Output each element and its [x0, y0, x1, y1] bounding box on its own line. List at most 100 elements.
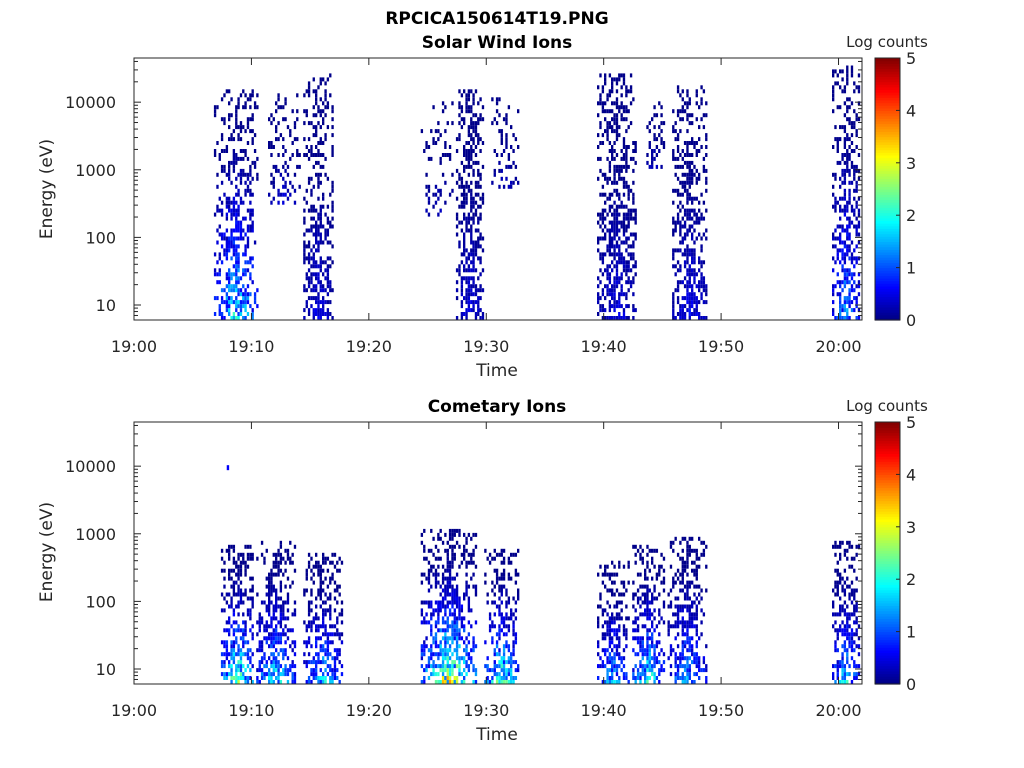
- heatmap-cell: [601, 212, 605, 217]
- heatmap-cell: [611, 636, 614, 641]
- plot-frame: [133, 421, 863, 685]
- heatmap-cell: [333, 624, 337, 629]
- heatmap-cell: [474, 160, 478, 165]
- heatmap-cell: [463, 196, 466, 201]
- heatmap-cell: [223, 232, 226, 237]
- heatmap-cell: [465, 664, 468, 669]
- heatmap-cell: [470, 288, 473, 293]
- heatmap-cell: [653, 628, 656, 633]
- heatmap-cell: [686, 548, 689, 553]
- heatmap-cell: [611, 560, 614, 565]
- heatmap-cell: [674, 137, 677, 142]
- heatmap-cell: [646, 125, 649, 130]
- heatmap-cell: [853, 196, 856, 201]
- heatmap-cell: [232, 640, 236, 645]
- heatmap-cell: [242, 156, 245, 161]
- heatmap-cell: [239, 236, 243, 241]
- heatmap-cell: [848, 105, 851, 110]
- heatmap-cell: [322, 676, 325, 680]
- heatmap-cell: [655, 640, 659, 645]
- heatmap-cell: [324, 300, 327, 305]
- heatmap-cell: [836, 272, 839, 277]
- heatmap-cell: [277, 664, 280, 669]
- colorbar-segment: [875, 306, 900, 311]
- heatmap-cell: [848, 153, 851, 157]
- heatmap-cell: [491, 636, 494, 641]
- heatmap-cell: [686, 192, 689, 197]
- heatmap-cell: [686, 160, 689, 165]
- heatmap-cell: [223, 664, 226, 669]
- heatmap-cell: [477, 204, 480, 209]
- heatmap-cell: [303, 137, 306, 142]
- heatmap-cell: [455, 640, 459, 645]
- heatmap-cell: [646, 676, 649, 680]
- heatmap-cell: [455, 149, 459, 153]
- heatmap-cell: [644, 596, 647, 601]
- heatmap-cell: [627, 680, 630, 684]
- heatmap-cell: [244, 680, 247, 684]
- heatmap-cell: [244, 172, 247, 177]
- heatmap-cell: [658, 125, 661, 130]
- heatmap-cell: [672, 576, 675, 581]
- heatmap-cell: [686, 196, 689, 201]
- heatmap-cell: [470, 268, 473, 273]
- heatmap-cell: [660, 648, 663, 653]
- heatmap-cell: [270, 121, 273, 126]
- heatmap-cell: [500, 592, 503, 597]
- heatmap-cell: [693, 656, 696, 661]
- heatmap-cell: [505, 672, 508, 677]
- heatmap-cell: [644, 592, 647, 597]
- heatmap-cell: [620, 656, 623, 661]
- heatmap-cell: [453, 612, 456, 617]
- heatmap-cell: [604, 564, 607, 569]
- heatmap-cell: [857, 168, 861, 173]
- heatmap-cell: [220, 133, 224, 138]
- heatmap-cell: [683, 664, 687, 669]
- heatmap-cell: [644, 584, 647, 589]
- heatmap-cell: [465, 308, 468, 313]
- heatmap-cell: [319, 141, 322, 145]
- heatmap-cell: [235, 652, 238, 657]
- heatmap-cell: [312, 272, 315, 277]
- heatmap-cell: [232, 272, 236, 277]
- heatmap-cell: [679, 109, 682, 114]
- heatmap-cell: [604, 129, 607, 134]
- heatmap-cell: [270, 153, 273, 157]
- heatmap-cell: [425, 600, 428, 605]
- heatmap-cell: [846, 153, 849, 157]
- heatmap-cell: [634, 232, 637, 237]
- heatmap-cell: [282, 137, 285, 142]
- heatmap-cell: [479, 176, 482, 181]
- colorbar-segment: [875, 628, 900, 633]
- heatmap-cell: [681, 304, 684, 309]
- heatmap-cell: [853, 164, 856, 169]
- heatmap-cell: [843, 89, 847, 94]
- heatmap-cell: [432, 660, 435, 665]
- heatmap-cell: [608, 676, 612, 680]
- heatmap-cell: [235, 592, 238, 597]
- heatmap-cell: [430, 129, 433, 134]
- heatmap-cell: [618, 192, 621, 197]
- colorbar-segment: [875, 547, 900, 551]
- heatmap-cell: [437, 556, 440, 561]
- heatmap-cell: [486, 600, 489, 605]
- heatmap-cell: [315, 276, 318, 281]
- heatmap-cell: [225, 145, 229, 149]
- heatmap-cell: [510, 164, 513, 169]
- heatmap-cell: [317, 196, 320, 201]
- heatmap-cell: [430, 564, 433, 569]
- heatmap-cell: [604, 236, 607, 241]
- heatmap-cell: [223, 288, 226, 293]
- heatmap-cell: [463, 117, 466, 122]
- heatmap-cell: [632, 544, 635, 549]
- heatmap-cell: [613, 216, 616, 221]
- heatmap-cell: [597, 292, 600, 297]
- heatmap-cell: [850, 141, 854, 145]
- heatmap-cell: [237, 125, 240, 130]
- colorbar-segment: [875, 508, 900, 512]
- heatmap-cell: [836, 632, 839, 637]
- heatmap-cell: [275, 560, 278, 565]
- heatmap-cell: [599, 308, 602, 313]
- heatmap-cell: [679, 664, 682, 669]
- heatmap-cell: [646, 576, 649, 581]
